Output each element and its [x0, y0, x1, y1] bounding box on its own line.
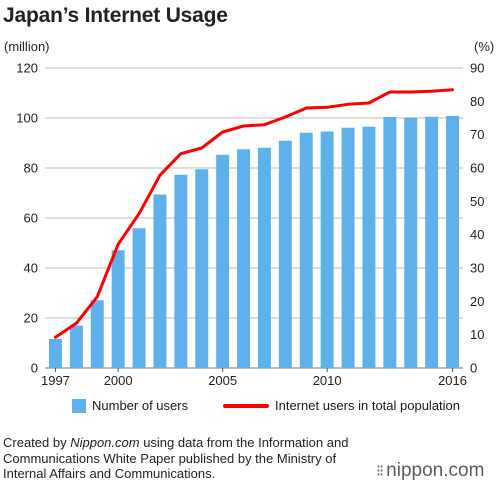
y-left-tick-label: 100 — [16, 111, 38, 126]
chart-plot: 0 20 40 60 80 100 120 0 10 20 30 40 50 60 70 80 90 (milli… — [4, 39, 494, 388]
chart-title: Japan’s Internet Usage — [3, 4, 228, 27]
bar — [153, 194, 167, 368]
source-note: Created by Nippon.com using data from th… — [3, 435, 368, 482]
series-line-penetration — [54, 88, 454, 339]
bar — [237, 149, 251, 368]
y-right-tick-label: 20 — [470, 294, 484, 309]
y-right-tick-label: 60 — [470, 161, 484, 176]
nippon-logo: ⁝⁝ nippon.com — [376, 460, 484, 482]
y-right-unit-label: (%) — [474, 39, 494, 54]
bar — [320, 131, 334, 368]
legend-bar-label: Number of users — [92, 398, 189, 413]
legend-item-bars: Number of users — [72, 398, 188, 413]
x-tick-label: 2016 — [438, 373, 467, 388]
y-right-tick-label: 90 — [470, 61, 484, 76]
legend-line-label: Internet users in total population — [275, 398, 461, 413]
bar — [383, 117, 397, 368]
x-tick-label: 2000 — [104, 373, 133, 388]
bar — [90, 300, 104, 368]
y-left-tick-label: 0 — [31, 361, 38, 376]
y-right-tick-label: 50 — [470, 194, 484, 209]
bar — [425, 116, 439, 368]
y-left-tick-label: 60 — [24, 211, 38, 226]
source-name: Nippon.com — [70, 435, 140, 450]
y-right-tick-label: 70 — [470, 127, 484, 142]
y-left-tick-label: 40 — [24, 261, 38, 276]
bar — [195, 169, 209, 368]
bar — [132, 228, 146, 368]
bar — [278, 140, 292, 368]
bar — [299, 132, 313, 368]
bar — [257, 147, 271, 368]
bar — [446, 116, 460, 368]
bar — [174, 174, 188, 368]
bar — [216, 154, 230, 368]
source-prefix: Created by — [3, 435, 71, 450]
legend-line-swatch — [223, 403, 269, 408]
logo-mark-icon: ⁝⁝ — [376, 463, 384, 480]
y-right-tick-label: 0 — [470, 361, 477, 376]
bar — [111, 250, 125, 368]
x-tick-label: 1997 — [41, 373, 70, 388]
bar — [69, 325, 83, 368]
bar — [404, 117, 418, 368]
bar — [341, 127, 355, 368]
source-suffix: using data from the Information and Comm… — [3, 435, 349, 481]
bar — [362, 126, 376, 368]
x-tick-label: 2005 — [208, 373, 237, 388]
legend-item-line: Internet users in total population — [223, 398, 460, 413]
bar — [48, 339, 62, 368]
y-right-tick-label: 40 — [470, 227, 484, 242]
y-right-tick-label: 10 — [470, 327, 484, 342]
y-right-tick-label: 30 — [470, 261, 484, 276]
logo-text: nippon.com — [386, 460, 485, 481]
y-left-tick-label: 120 — [16, 61, 38, 76]
x-tick-label: 2010 — [313, 373, 342, 388]
legend-bar-swatch — [72, 398, 86, 413]
y-left-tick-label: 80 — [24, 161, 38, 176]
y-left-unit-label: (million) — [4, 39, 50, 54]
y-left-tick-label: 20 — [24, 311, 38, 326]
y-right-tick-label: 80 — [470, 94, 484, 109]
